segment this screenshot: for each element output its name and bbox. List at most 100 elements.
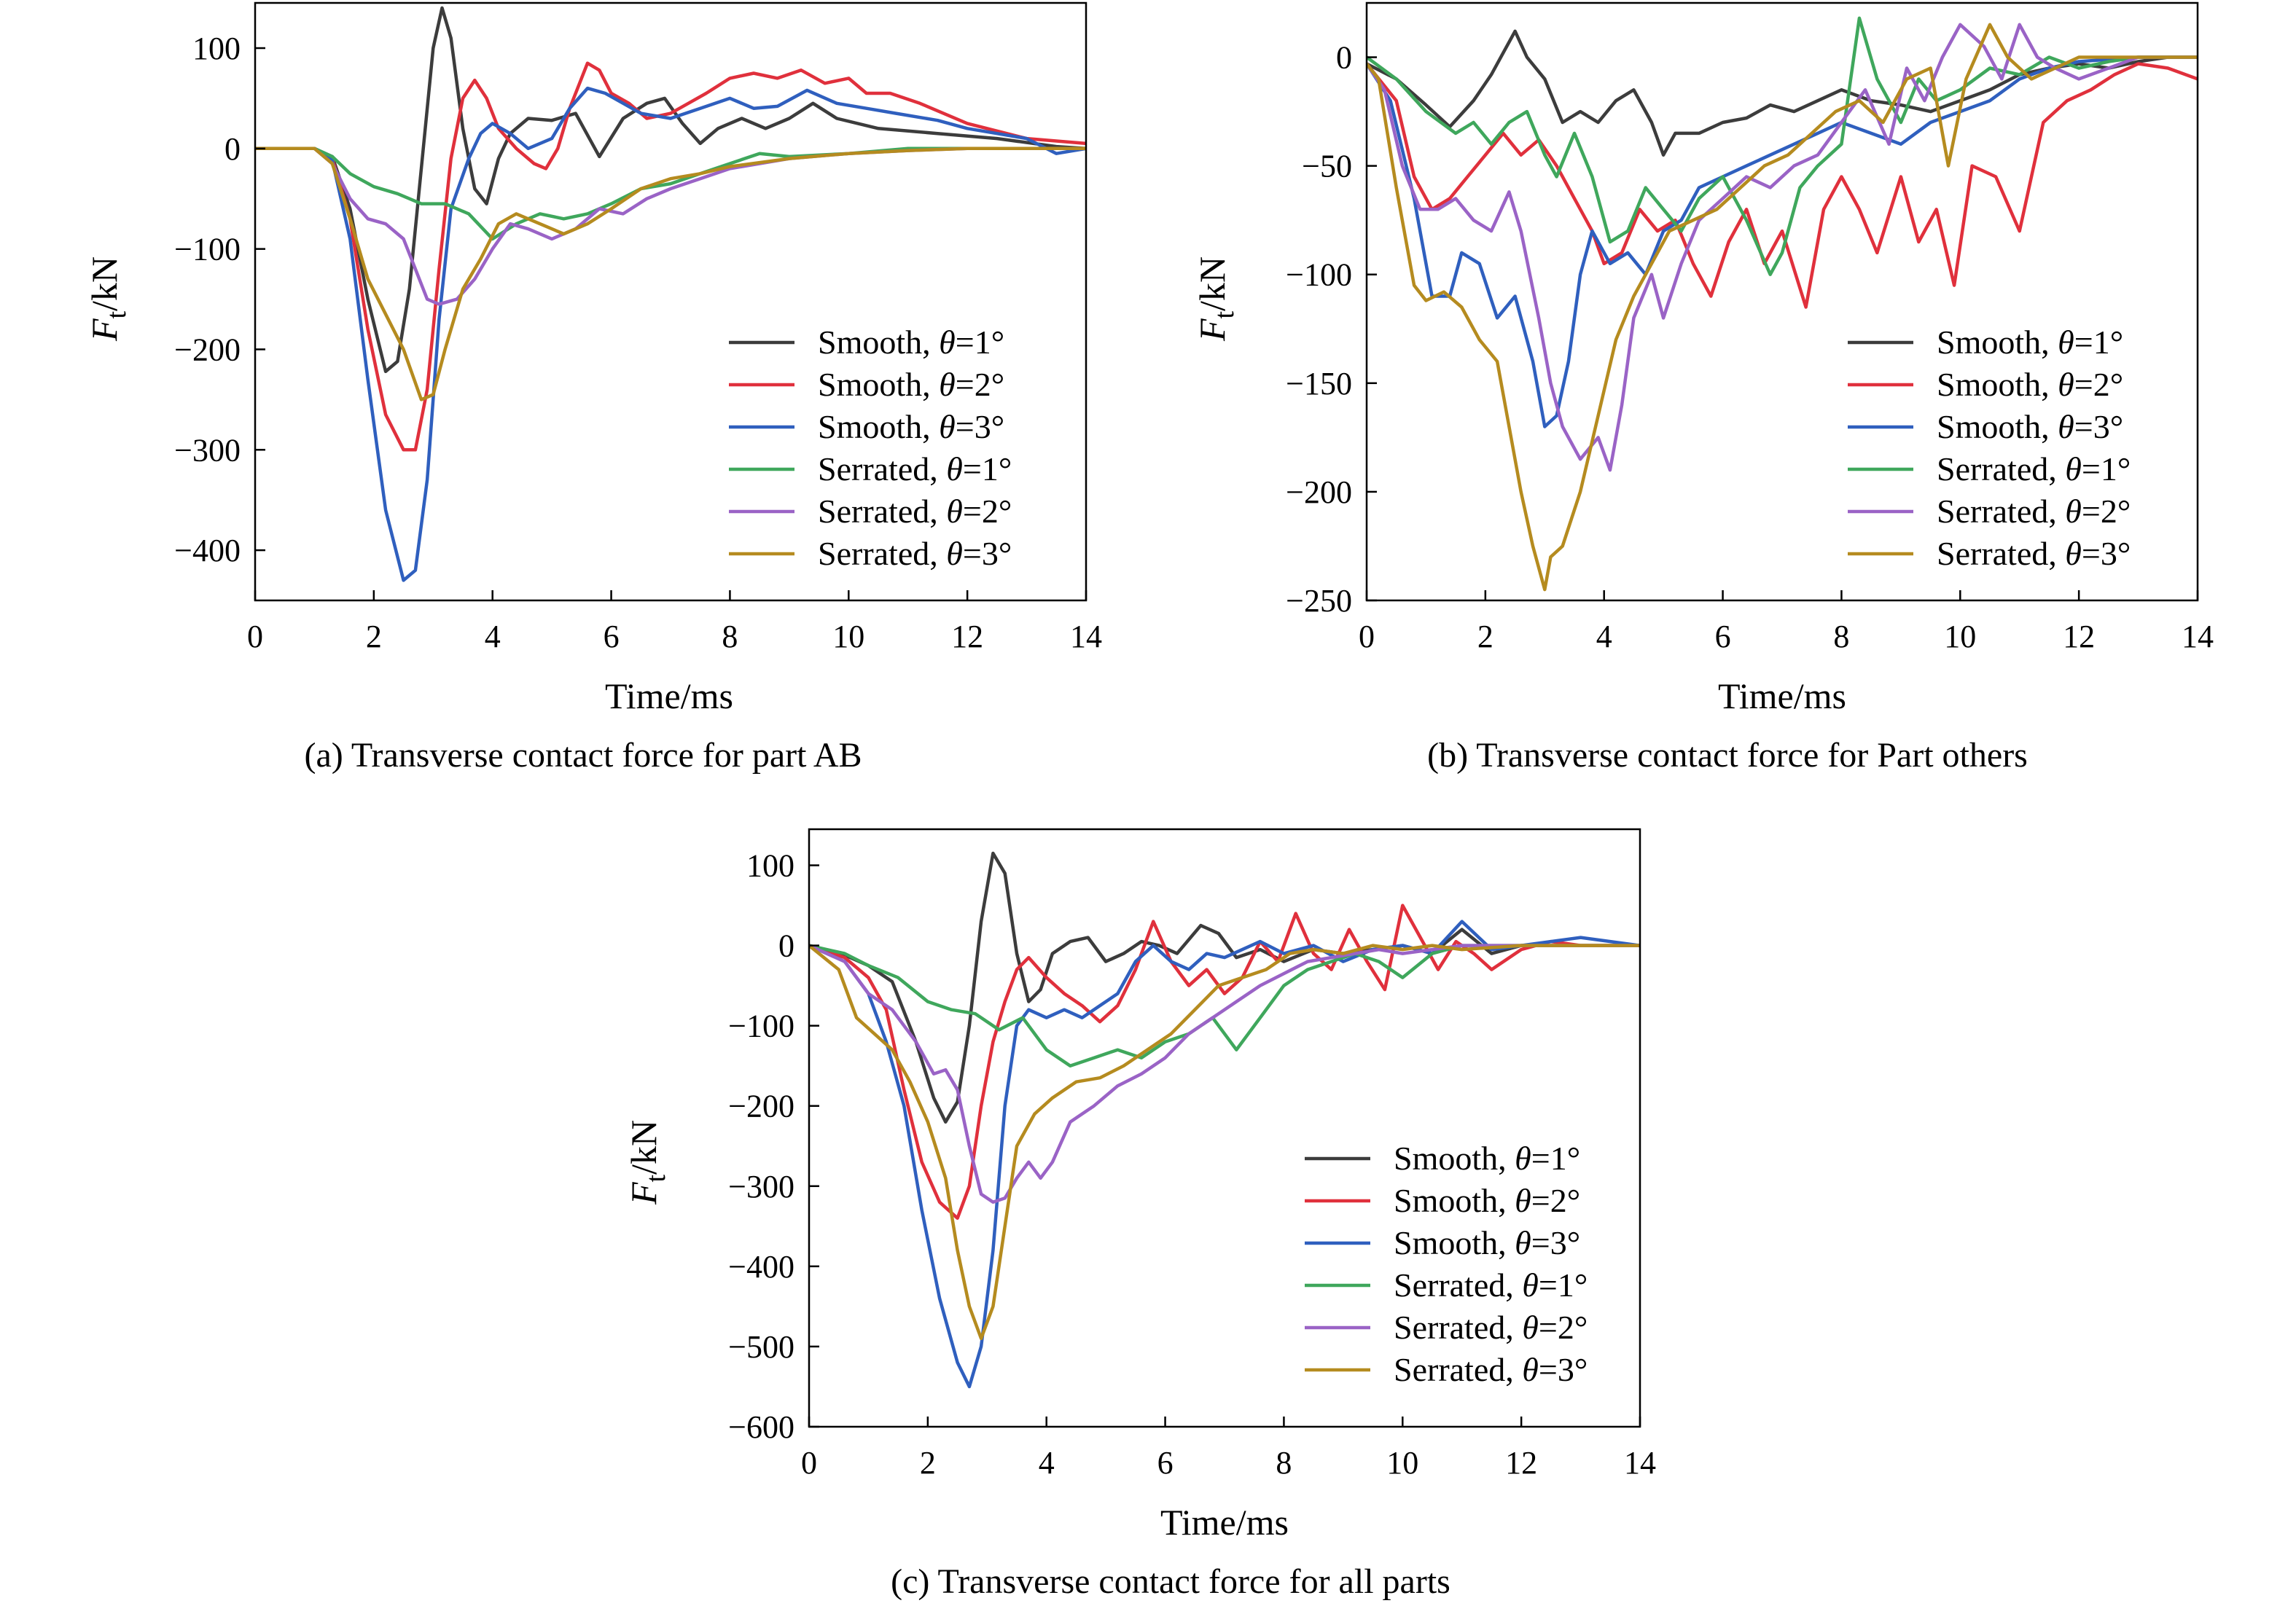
chart-panel-3: 0 2 4 6 8 10 12 14 100 0 −100 −200 −300 −400 −500 −600 T… — [623, 828, 1656, 1601]
series-line-5 — [1367, 23, 2198, 472]
x-tick-label: 8 — [1276, 1445, 1292, 1481]
x-tick-label: 0 — [247, 619, 263, 654]
chart-panel-1: 0 2 4 6 8 10 12 14 100 0 −100 −200 −300 −400 Time/ms Ft… — [84, 1, 1102, 775]
legend-suffix: =1° — [1531, 1140, 1580, 1177]
legend-theta: θ — [939, 324, 956, 361]
x-tick-label: 4 — [1039, 1445, 1055, 1481]
x-tick-label: 0 — [1359, 619, 1375, 654]
x-tick-label: 8 — [1833, 619, 1849, 654]
legend-prefix: Serrated, — [1937, 493, 2065, 530]
x-tick-label: 2 — [366, 619, 382, 654]
legend-prefix: Smooth, — [1394, 1224, 1515, 1261]
legend-prefix: Serrated, — [818, 450, 946, 487]
legend-theta: θ — [2058, 408, 2074, 445]
plot-frame — [1365, 1, 2199, 602]
legend-suffix: =1° — [956, 324, 1004, 361]
legend-entry-3: Smooth, θ=3° — [818, 408, 1004, 445]
y-tick-label: 0 — [224, 131, 241, 167]
y-tick-label: 0 — [1336, 40, 1352, 76]
y-tick-label: −400 — [728, 1249, 794, 1285]
legend-theta: θ — [946, 535, 963, 572]
y-axis-label-subscript: t — [641, 1175, 671, 1183]
y-tick-label: −600 — [728, 1409, 794, 1445]
legend-entry-2: Smooth, θ=2° — [818, 366, 1004, 403]
y-tick-label: −400 — [174, 533, 241, 568]
legend-suffix: =3° — [2074, 408, 2123, 445]
series-line-4 — [255, 146, 1086, 241]
series-line-3 — [809, 920, 1640, 1389]
x-tick-label: 8 — [722, 619, 738, 654]
x-tick-label: 12 — [951, 619, 983, 654]
x-tick-label: 14 — [2182, 619, 2214, 654]
x-tick-label: 2 — [920, 1445, 936, 1481]
x-tick-label: 4 — [1596, 619, 1612, 654]
y-tick-label: 100 — [746, 848, 794, 884]
legend-entry-3: Smooth, θ=3° — [1937, 408, 2123, 445]
legend-entry-4: Serrated, θ=1° — [818, 450, 1012, 487]
legend-suffix: =2° — [1531, 1182, 1580, 1219]
y-axis-label-unit: /kN — [623, 1120, 664, 1175]
x-tick-label: 12 — [1505, 1445, 1537, 1481]
legend-prefix: Serrated, — [818, 493, 946, 530]
legend-entry-4: Serrated, θ=1° — [1937, 450, 2131, 487]
legend-prefix: Serrated, — [1394, 1351, 1522, 1388]
series-line-1 — [255, 6, 1086, 374]
legend-prefix: Smooth, — [1394, 1140, 1515, 1177]
legend-suffix: =1° — [2074, 324, 2123, 361]
y-tick-label: −100 — [728, 1008, 794, 1044]
y-axis-label-symbol: F — [1192, 318, 1233, 342]
y-tick-label: −200 — [1286, 474, 1352, 510]
legend-entry-1: Smooth, θ=1° — [1394, 1140, 1580, 1177]
legend-entry-5: Serrated, θ=2° — [1394, 1309, 1588, 1346]
legend-prefix: Smooth, — [1394, 1182, 1515, 1219]
legend-theta: θ — [939, 408, 956, 445]
y-axis-label: Ft/kN — [84, 256, 132, 342]
legend-suffix: =2° — [1539, 1309, 1588, 1346]
y-tick-label: −300 — [174, 432, 241, 468]
series-line-2 — [255, 61, 1086, 452]
series-line-3 — [255, 86, 1086, 582]
x-tick-label: 10 — [1944, 619, 1976, 654]
y-tick-label: −500 — [728, 1329, 794, 1365]
series-line-4 — [1367, 16, 2198, 276]
legend-theta: θ — [1515, 1182, 1531, 1219]
y-tick-label: −200 — [174, 332, 241, 367]
x-axis-label: Time/ms — [1160, 1502, 1289, 1543]
y-tick-label: −50 — [1302, 149, 1352, 184]
legend: Smooth, θ=1°Smooth, θ=2°Smooth, θ=3°Serr… — [1848, 324, 2131, 572]
legend: Smooth, θ=1°Smooth, θ=2°Smooth, θ=3°Serr… — [729, 324, 1012, 572]
series-group — [255, 6, 1086, 582]
legend-prefix: Smooth, — [818, 408, 939, 445]
legend-theta: θ — [1522, 1309, 1539, 1346]
legend-suffix: =2° — [956, 366, 1004, 403]
x-axis-label: Time/ms — [605, 675, 733, 716]
plot-frame — [254, 1, 1088, 602]
legend-theta: θ — [2065, 493, 2082, 530]
legend-entry-5: Serrated, θ=2° — [1937, 493, 2131, 530]
legend-prefix: Serrated, — [1394, 1309, 1522, 1346]
legend-prefix: Smooth, — [818, 366, 939, 403]
panel-caption: (b) Transverse contact force for Part ot… — [1427, 736, 2028, 775]
legend-theta: θ — [1515, 1140, 1531, 1177]
legend-prefix: Serrated, — [1937, 450, 2065, 487]
x-tick-label: 6 — [1715, 619, 1731, 654]
x-axis-label: Time/ms — [1718, 675, 1846, 716]
series-line-6 — [255, 146, 1086, 401]
y-tick-label: 100 — [192, 31, 241, 66]
legend-entry-3: Smooth, θ=3° — [1394, 1224, 1580, 1261]
y-axis-label-symbol: F — [84, 318, 125, 342]
legend-suffix: =3° — [1539, 1351, 1588, 1388]
series-line-1 — [809, 851, 1640, 1124]
y-axis-label-subscript: t — [101, 311, 132, 319]
y-axis-label-unit: /kN — [84, 256, 125, 311]
legend-suffix: =2° — [2082, 493, 2131, 530]
x-tick-label: 0 — [801, 1445, 817, 1481]
legend-entry-6: Serrated, θ=3° — [818, 535, 1012, 572]
legend-entry-4: Serrated, θ=1° — [1394, 1266, 1588, 1304]
series-line-6 — [1367, 23, 2198, 592]
x-tick-label: 10 — [1386, 1445, 1418, 1481]
x-tick-label: 6 — [1157, 1445, 1174, 1481]
legend-suffix: =3° — [2082, 535, 2131, 572]
y-tick-label: 0 — [778, 928, 794, 964]
